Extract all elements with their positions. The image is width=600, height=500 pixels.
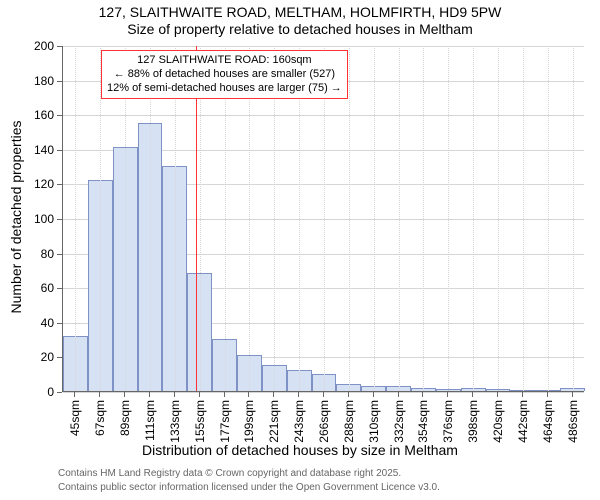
ytick-label: 140 (24, 143, 54, 157)
xtick-mark (497, 392, 498, 397)
xtick-label: 464sqm (541, 400, 555, 444)
xtick-label: 376sqm (441, 400, 455, 444)
xtick-label: 155sqm (193, 400, 207, 444)
xtick-mark (248, 392, 249, 397)
chart-container: 127, SLAITHWAITE ROAD, MELTHAM, HOLMFIRT… (0, 0, 600, 500)
xtick-mark (547, 392, 548, 397)
gridline-v (473, 46, 474, 391)
ytick-mark (57, 254, 62, 255)
y-axis-label: Number of detached properties (8, 117, 24, 317)
xtick-label: 486sqm (566, 400, 580, 444)
ytick-label: 180 (24, 74, 54, 88)
ytick-mark (57, 81, 62, 82)
xtick-label: 332sqm (392, 400, 406, 444)
gridline-v (448, 46, 449, 391)
xtick-mark (472, 392, 473, 397)
ytick-mark (57, 288, 62, 289)
attribution-line2: Contains public sector information licen… (58, 482, 440, 493)
xtick-label: 133sqm (168, 400, 182, 444)
ytick-label: 40 (24, 316, 54, 330)
ytick-mark (57, 46, 62, 47)
annotation-line: 127 SLAITHWAITE ROAD: 160sqm (107, 54, 342, 68)
gridline-v (399, 46, 400, 391)
ytick-label: 160 (24, 108, 54, 122)
xtick-label: 354sqm (416, 400, 430, 444)
ytick-mark (57, 184, 62, 185)
ytick-label: 60 (24, 281, 54, 295)
xtick-label: 45sqm (68, 400, 82, 444)
xtick-label: 111sqm (143, 400, 157, 444)
ytick-label: 100 (24, 212, 54, 226)
x-axis-label: Distribution of detached houses by size … (0, 442, 600, 458)
ytick-mark (57, 392, 62, 393)
ytick-mark (57, 150, 62, 151)
xtick-mark (447, 392, 448, 397)
xtick-label: 243sqm (292, 400, 306, 444)
xtick-label: 266sqm (317, 400, 331, 444)
annotation-line: ← 88% of detached houses are smaller (52… (107, 68, 342, 82)
chart-title-line1: 127, SLAITHWAITE ROAD, MELTHAM, HOLMFIRT… (0, 4, 600, 20)
xtick-mark (124, 392, 125, 397)
xtick-mark (149, 392, 150, 397)
gridline-v (573, 46, 574, 391)
ytick-label: 120 (24, 177, 54, 191)
xtick-mark (572, 392, 573, 397)
ytick-mark (57, 323, 62, 324)
gridline-v (548, 46, 549, 391)
ytick-mark (57, 219, 62, 220)
xtick-mark (422, 392, 423, 397)
xtick-mark (273, 392, 274, 397)
xtick-label: 288sqm (342, 400, 356, 444)
xtick-mark (522, 392, 523, 397)
xtick-label: 177sqm (218, 400, 232, 444)
xtick-mark (174, 392, 175, 397)
xtick-mark (224, 392, 225, 397)
gridline-v (75, 46, 76, 391)
xtick-mark (398, 392, 399, 397)
xtick-mark (74, 392, 75, 397)
gridline-v (423, 46, 424, 391)
annotation-line: 12% of semi-detached houses are larger (… (107, 82, 342, 96)
gridline-v (523, 46, 524, 391)
xtick-mark (323, 392, 324, 397)
ytick-mark (57, 357, 62, 358)
xtick-label: 221sqm (267, 400, 281, 444)
xtick-label: 398sqm (466, 400, 480, 444)
xtick-mark (348, 392, 349, 397)
xtick-mark (99, 392, 100, 397)
xtick-label: 67sqm (93, 400, 107, 444)
xtick-label: 310sqm (367, 400, 381, 444)
xtick-mark (199, 392, 200, 397)
ytick-label: 200 (24, 39, 54, 53)
xtick-label: 89sqm (118, 400, 132, 444)
xtick-mark (298, 392, 299, 397)
ytick-mark (57, 115, 62, 116)
attribution-line1: Contains HM Land Registry data © Crown c… (58, 468, 401, 479)
ytick-label: 80 (24, 247, 54, 261)
ytick-label: 0 (24, 385, 54, 399)
xtick-label: 199sqm (242, 400, 256, 444)
gridline-v (349, 46, 350, 391)
gridline-v (374, 46, 375, 391)
ytick-label: 20 (24, 350, 54, 364)
xtick-label: 442sqm (516, 400, 530, 444)
chart-title-line2: Size of property relative to detached ho… (0, 21, 600, 37)
annotation-box: 127 SLAITHWAITE ROAD: 160sqm← 88% of det… (101, 50, 348, 99)
xtick-label: 420sqm (491, 400, 505, 444)
plot-area: 127 SLAITHWAITE ROAD: 160sqm← 88% of det… (62, 46, 584, 392)
xtick-mark (373, 392, 374, 397)
gridline-v (498, 46, 499, 391)
